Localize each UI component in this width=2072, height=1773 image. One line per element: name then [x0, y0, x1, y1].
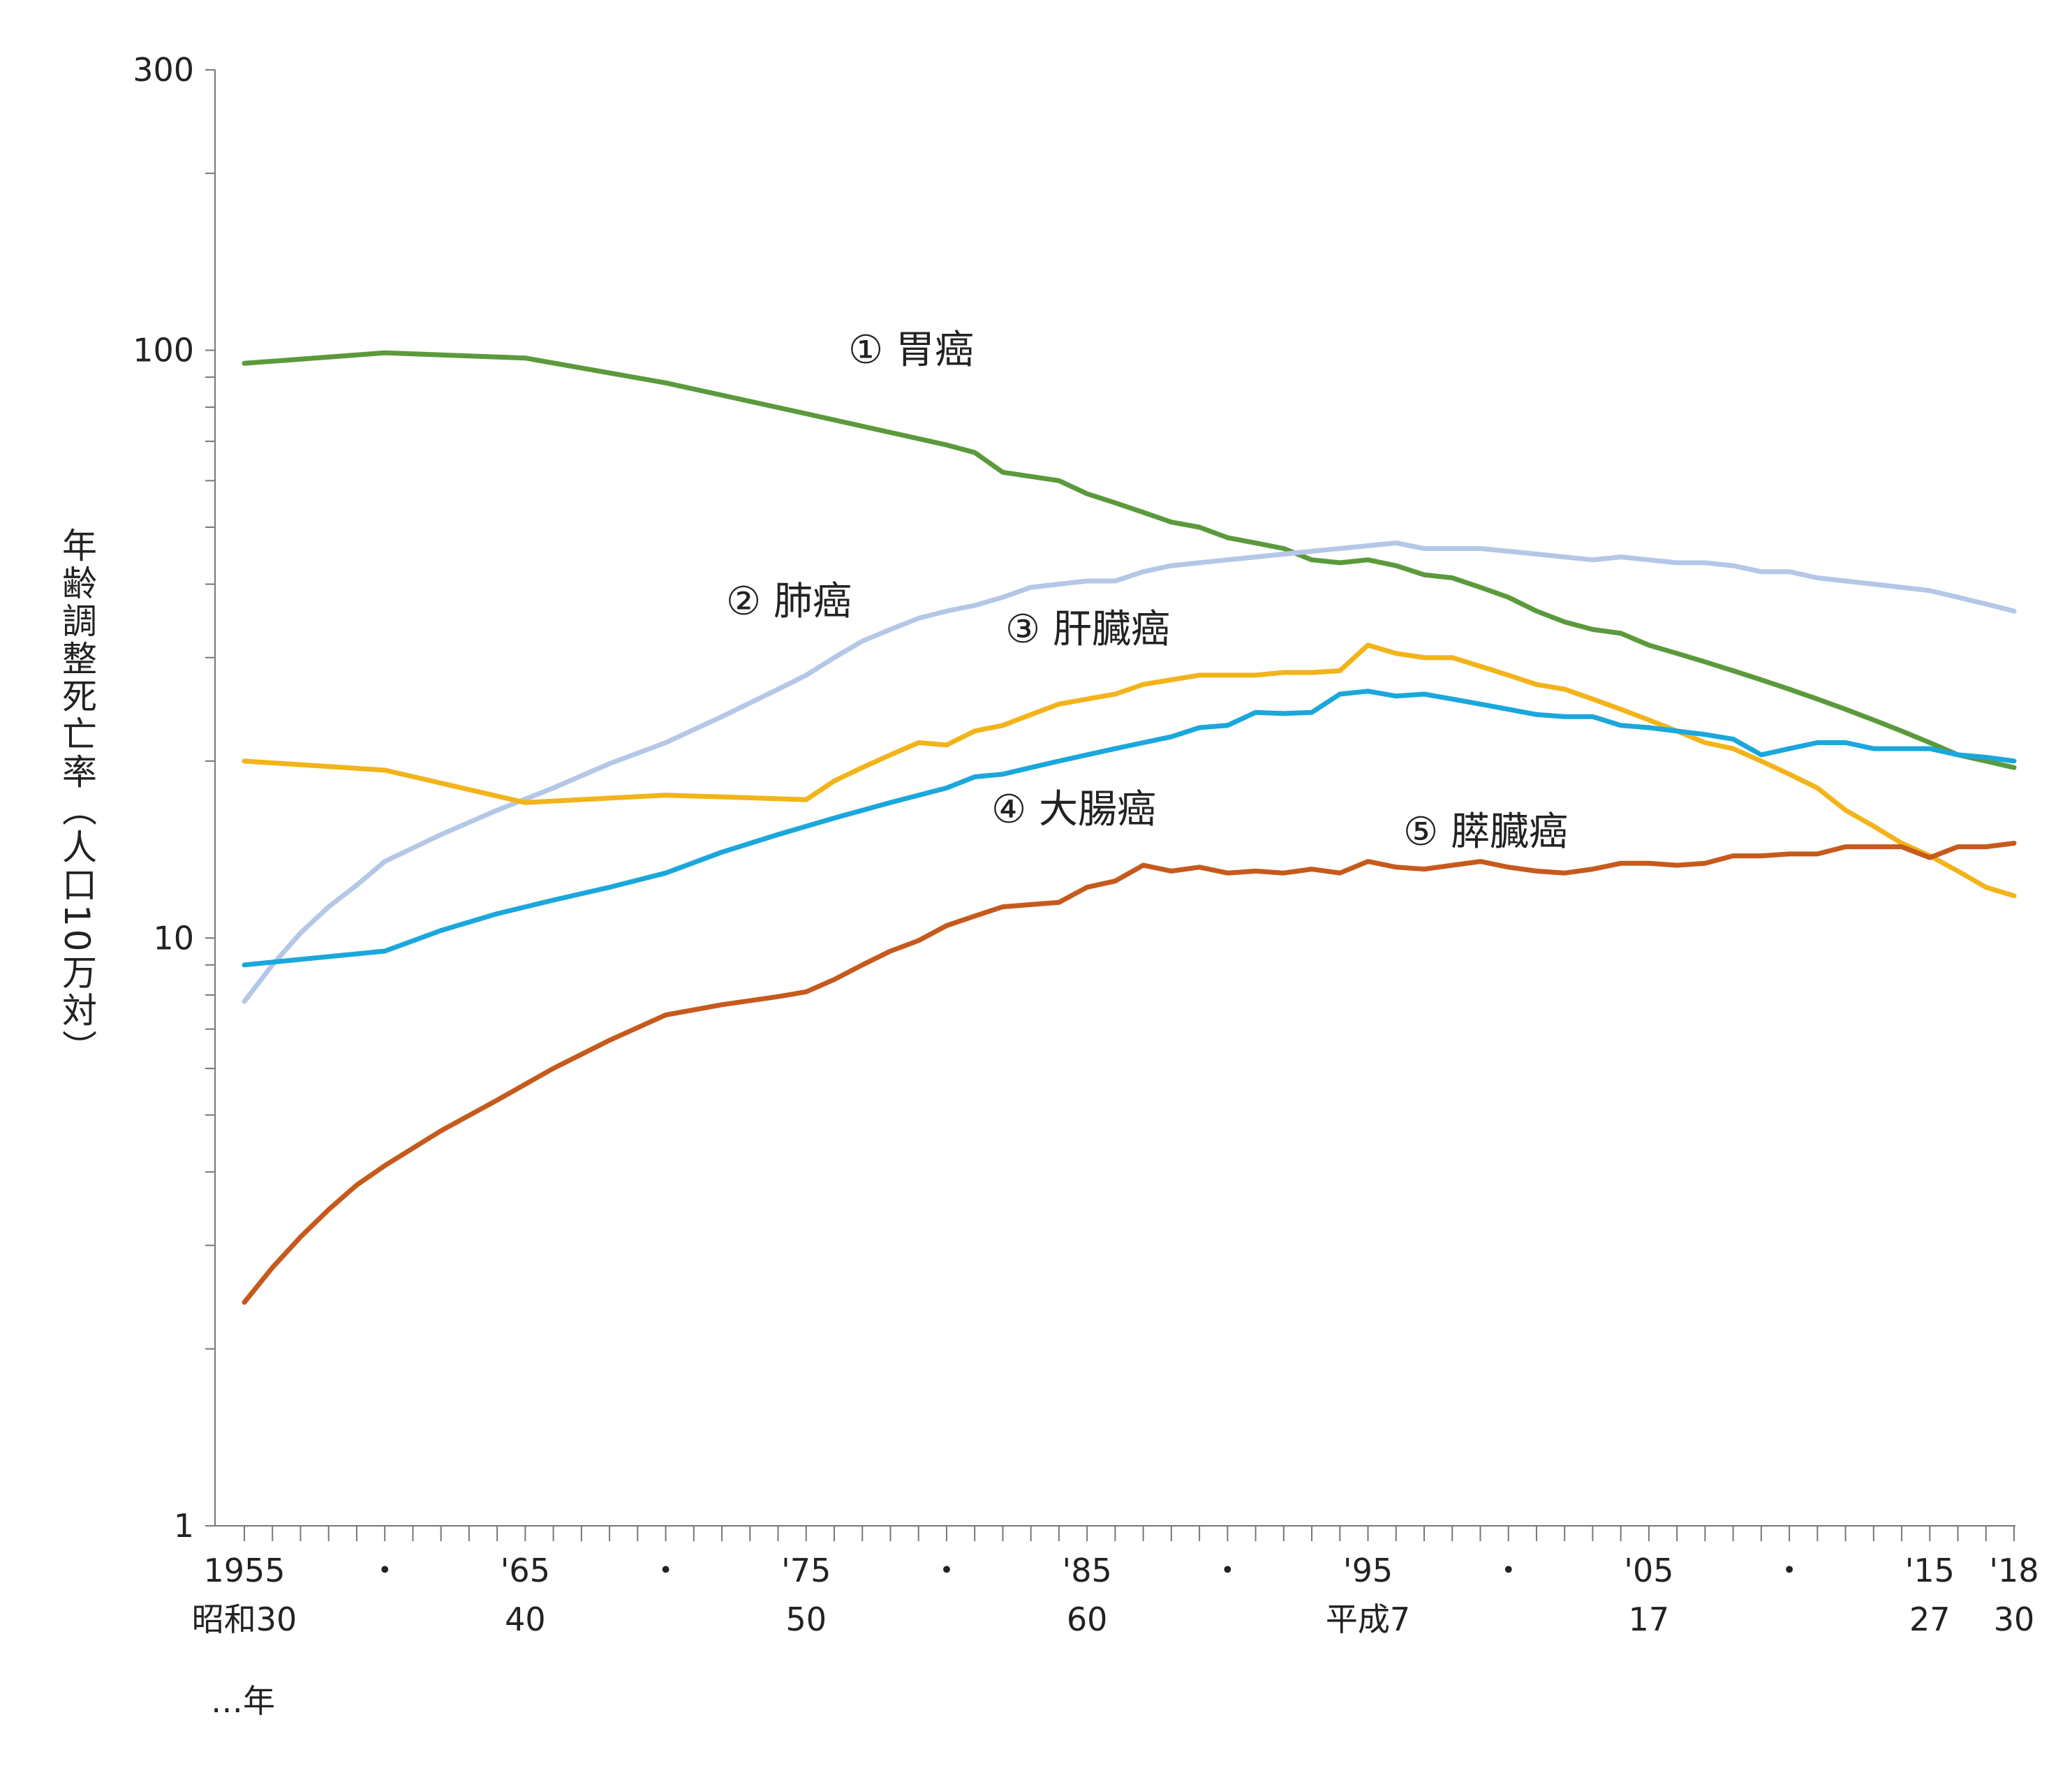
series-line-3 [242, 642, 2017, 899]
y-axis-label: 年齢調整死亡率（人口10万対） [57, 527, 97, 1068]
x-tick-sublabel: 平成7 [1326, 1601, 1410, 1638]
x-tick-label: ・ [369, 1552, 401, 1589]
x-tick-label: '15 [1905, 1552, 1955, 1589]
x-tick-sublabel: 50 [785, 1601, 827, 1638]
x-tick-label: '85 [1063, 1552, 1112, 1589]
y-tick-label: 1 [174, 1507, 194, 1545]
x-tick-label: '05 [1624, 1552, 1673, 1589]
x-tick-sublabel: 40 [505, 1601, 546, 1638]
x-tick-label: ・ [931, 1552, 963, 1589]
x-tick-sublabel: 17 [1629, 1601, 1670, 1638]
series-label-3: ③ 肝臓癌 [1005, 607, 1170, 652]
x-tick-label: ・ [1773, 1552, 1805, 1589]
series-label-1: ① 胃癌 [848, 328, 974, 373]
series-line-5 [242, 841, 2017, 1305]
x-tick-sublabel: 昭和30 [192, 1601, 297, 1638]
series-line-4 [242, 689, 2017, 968]
x-tick-label: ・ [1211, 1552, 1243, 1589]
x-tick-sublabel: 27 [1909, 1601, 1951, 1638]
series-label-5: ⑤ 膵臓癌 [1403, 809, 1568, 855]
x-tick-label: '95 [1343, 1552, 1393, 1589]
y-tick-label: 300 [133, 51, 194, 89]
series-lines [242, 350, 2017, 1305]
x-tick-sublabel: 30 [1994, 1601, 2035, 1638]
x-tick-label: '75 [781, 1552, 831, 1589]
x-tick-label: 1955 [203, 1552, 285, 1589]
series-line-2 [242, 540, 2017, 1004]
series-line-1 [242, 350, 2017, 770]
axes: 1 10 100 300 1955 昭和30 ・ '65 40 ・ '75 50 ・ '85 60 ・ '95 平… [133, 51, 2038, 1638]
x-tick-sublabel: 60 [1067, 1601, 1108, 1638]
x-tick-label: ・ [1493, 1552, 1525, 1589]
x-tick-label: ・ [650, 1552, 682, 1589]
y-tick-label: 10 [153, 919, 194, 957]
x-tick-label: '65 [501, 1552, 550, 1589]
series-labels: ① 胃癌 ② 肺癌 ③ 肝臓癌 ④ 大腸癌 ⑤ 膵臓癌 [726, 328, 1568, 855]
x-tick-label: '18 [1989, 1552, 2038, 1589]
series-label-4: ④ 大腸癌 [991, 787, 1156, 832]
y-tick-label: 100 [133, 332, 194, 369]
series-label-2: ② 肺癌 [726, 579, 852, 624]
x-axis-unit-label: …年 [211, 1682, 275, 1720]
